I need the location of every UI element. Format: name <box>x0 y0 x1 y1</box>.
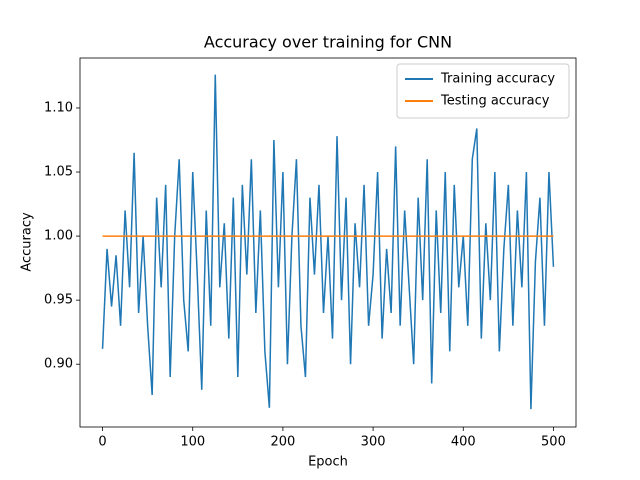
legend-box <box>396 63 570 119</box>
x-tick-label: 100 <box>180 435 205 450</box>
legend-label: Testing accuracy <box>440 94 550 109</box>
x-tick-label: 400 <box>451 435 476 450</box>
x-tick-label: 500 <box>541 435 566 450</box>
x-tick-label: 300 <box>361 435 386 450</box>
x-axis-label: Epoch <box>308 455 348 470</box>
x-tick-label: 200 <box>270 435 295 450</box>
y-tick-label: 1.10 <box>44 100 73 115</box>
y-tick-label: 0.95 <box>44 293 73 308</box>
x-tick-label: 0 <box>98 435 106 450</box>
legend-label: Training accuracy <box>440 72 555 87</box>
y-tick-label: 1.05 <box>44 165 73 180</box>
y-tick-label: 0.90 <box>44 357 73 372</box>
y-tick-label: 1.00 <box>44 229 73 244</box>
chart-title: Accuracy over training for CNN <box>204 33 452 52</box>
y-axis-label: Accuracy <box>20 212 35 272</box>
plot-frame <box>79 57 577 428</box>
